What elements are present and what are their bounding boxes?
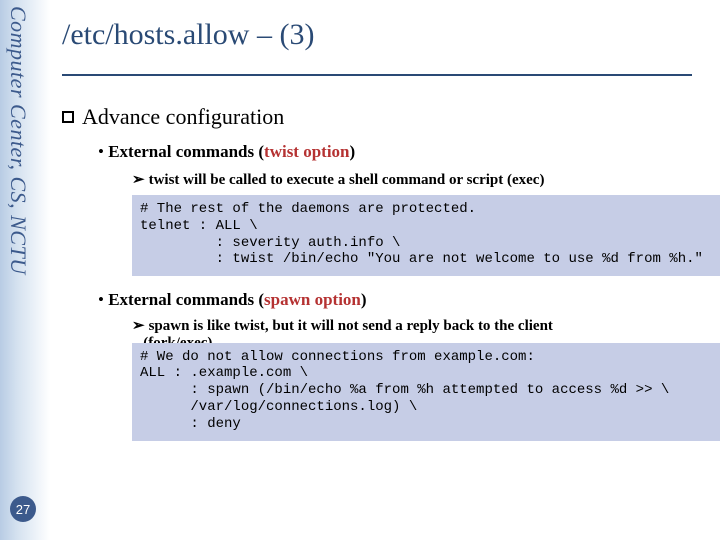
- slide-title: /etc/hosts.allow – (3): [62, 18, 712, 52]
- bullet-item-spawn: • External commands (spawn option): [98, 290, 712, 310]
- sub-bullet-spawn-line1: spawn is like twist, but it will not sen…: [149, 318, 553, 334]
- arrow-icon: ➢: [132, 318, 145, 334]
- bullet-prefix: •: [98, 290, 108, 309]
- bullet-highlight-spawn: spawn option: [264, 290, 361, 309]
- page-number: 27: [10, 496, 36, 522]
- section-heading: Advance configuration: [62, 104, 712, 130]
- bullet-prefix: •: [98, 142, 108, 161]
- square-bullet-icon: [62, 111, 74, 123]
- arrow-icon: ➢: [132, 172, 145, 188]
- bullet-text-before: External commands (: [108, 290, 264, 309]
- bullet-item-twist: • External commands (twist option): [98, 142, 712, 162]
- code-block-spawn: # We do not allow connections from examp…: [132, 343, 720, 441]
- code-block-twist: # The rest of the daemons are protected.…: [132, 195, 720, 276]
- title-underline: [62, 74, 692, 76]
- slide-content: /etc/hosts.allow – (3) Advance configura…: [62, 0, 712, 540]
- bullet-highlight-twist: twist option: [264, 142, 349, 161]
- bullet-text-before: External commands (: [108, 142, 264, 161]
- sidebar: Computer Center, CS, NCTU 27: [0, 0, 50, 540]
- sub-bullet-twist: ➢twist will be called to execute a shell…: [132, 170, 712, 189]
- section-heading-text: Advance configuration: [82, 104, 284, 129]
- bullet-text-after: ): [350, 142, 356, 161]
- bullet-text-after: ): [361, 290, 367, 309]
- sub-bullet-twist-text: twist will be called to execute a shell …: [149, 172, 545, 188]
- sidebar-label: Computer Center, CS, NCTU: [5, 6, 31, 275]
